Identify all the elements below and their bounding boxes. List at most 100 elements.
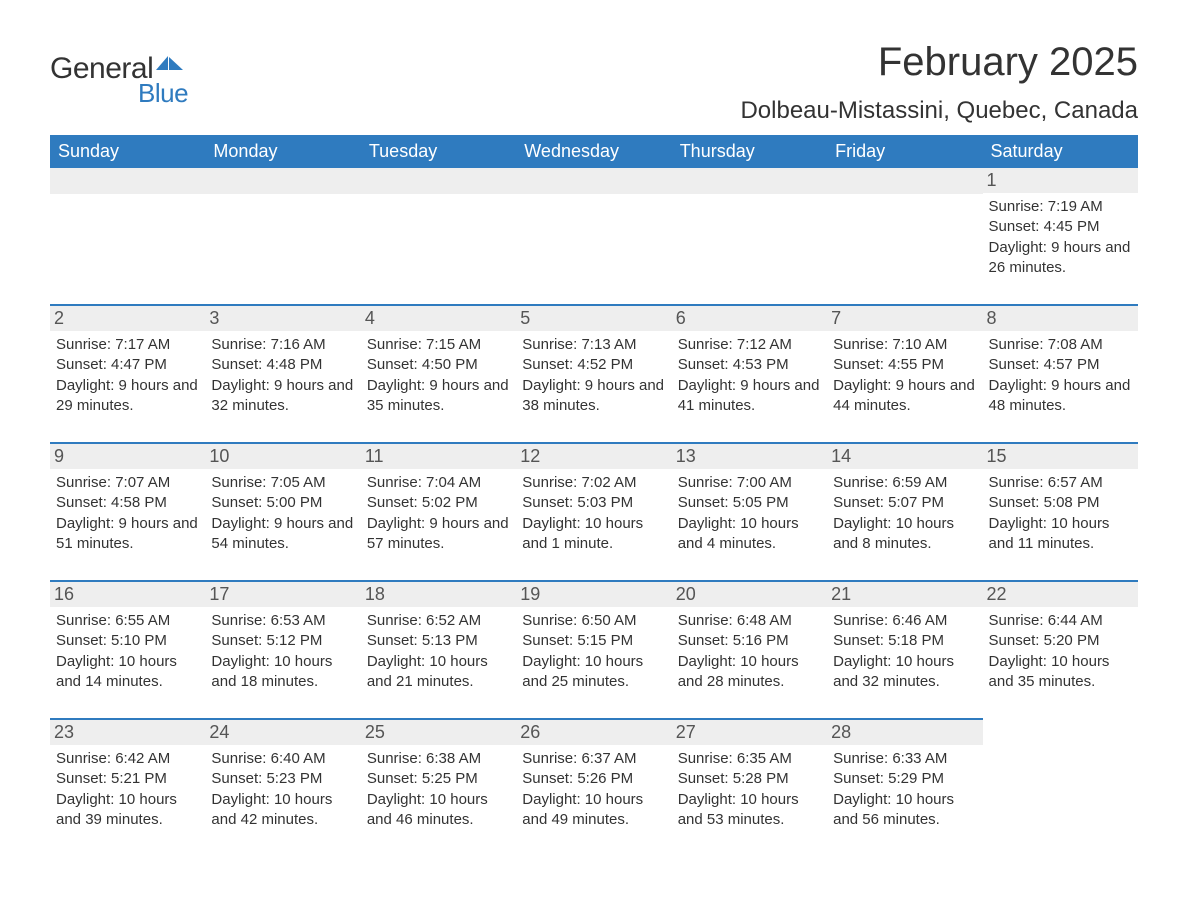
daylight-label: Daylight:	[211, 653, 269, 670]
calendar-day-cell: 5Sunrise: 7:13 AMSunset: 4:52 PMDaylight…	[516, 305, 671, 443]
sunset-label: Sunset:	[211, 770, 262, 787]
sunset-value: 5:28 PM	[733, 770, 789, 787]
sunset-value: 4:58 PM	[111, 494, 167, 511]
daylight-line: Daylight: 10 hours and 8 minutes.	[833, 514, 976, 555]
sunset-label: Sunset:	[989, 356, 1040, 373]
daylight-line: Daylight: 10 hours and 18 minutes.	[211, 652, 354, 693]
day-details: Sunrise: 7:05 AMSunset: 5:00 PMDaylight:…	[211, 473, 354, 554]
daylight-line: Daylight: 9 hours and 57 minutes.	[367, 514, 510, 555]
sunrise-value: 7:02 AM	[581, 474, 636, 491]
sunrise-value: 6:55 AM	[115, 612, 170, 629]
daylight-line: Daylight: 9 hours and 41 minutes.	[678, 376, 821, 417]
day-number: 16	[50, 582, 205, 607]
sunset-line: Sunset: 5:05 PM	[678, 493, 821, 513]
sunset-value: 5:20 PM	[1044, 632, 1100, 649]
daylight-label: Daylight:	[833, 653, 891, 670]
calendar-week-row: 1Sunrise: 7:19 AMSunset: 4:45 PMDaylight…	[50, 168, 1138, 305]
sunrise-line: Sunrise: 6:50 AM	[522, 611, 665, 631]
sunrise-value: 6:59 AM	[892, 474, 947, 491]
day-details: Sunrise: 6:52 AMSunset: 5:13 PMDaylight:…	[367, 611, 510, 692]
sunrise-value: 7:17 AM	[115, 336, 170, 353]
day-details: Sunrise: 7:04 AMSunset: 5:02 PMDaylight:…	[367, 473, 510, 554]
weekday-header: Wednesday	[516, 135, 671, 168]
day-number: 11	[361, 444, 516, 469]
weekday-header: Thursday	[672, 135, 827, 168]
sunrise-line: Sunrise: 7:17 AM	[56, 335, 199, 355]
calendar-day-cell	[361, 168, 516, 305]
daylight-label: Daylight:	[678, 515, 736, 532]
sunrise-line: Sunrise: 6:46 AM	[833, 611, 976, 631]
calendar-week-row: 16Sunrise: 6:55 AMSunset: 5:10 PMDayligh…	[50, 581, 1138, 719]
day-details: Sunrise: 6:57 AMSunset: 5:08 PMDaylight:…	[989, 473, 1132, 554]
day-number	[50, 168, 205, 194]
calendar-day-cell	[983, 719, 1138, 856]
logo: General Blue	[50, 52, 188, 109]
weekday-header: Monday	[205, 135, 360, 168]
calendar-header-row: SundayMondayTuesdayWednesdayThursdayFrid…	[50, 135, 1138, 168]
daylight-line: Daylight: 10 hours and 4 minutes.	[678, 514, 821, 555]
sunrise-value: 6:46 AM	[892, 612, 947, 629]
sunrise-line: Sunrise: 6:38 AM	[367, 749, 510, 769]
sunrise-label: Sunrise:	[211, 336, 266, 353]
sunset-line: Sunset: 4:48 PM	[211, 355, 354, 375]
sunset-value: 5:08 PM	[1044, 494, 1100, 511]
day-number: 17	[205, 582, 360, 607]
sunset-value: 5:02 PM	[422, 494, 478, 511]
sunset-value: 4:47 PM	[111, 356, 167, 373]
sunrise-line: Sunrise: 7:19 AM	[989, 197, 1132, 217]
sunrise-label: Sunrise:	[211, 612, 266, 629]
sunrise-line: Sunrise: 6:53 AM	[211, 611, 354, 631]
daylight-line: Daylight: 10 hours and 35 minutes.	[989, 652, 1132, 693]
sunset-line: Sunset: 5:03 PM	[522, 493, 665, 513]
sunset-label: Sunset:	[678, 494, 729, 511]
day-details: Sunrise: 6:35 AMSunset: 5:28 PMDaylight:…	[678, 749, 821, 830]
calendar-day-cell: 1Sunrise: 7:19 AMSunset: 4:45 PMDaylight…	[983, 168, 1138, 305]
logo-text-blue: Blue	[138, 78, 188, 109]
day-number: 22	[983, 582, 1138, 607]
sunset-line: Sunset: 4:47 PM	[56, 355, 199, 375]
daylight-line: Daylight: 9 hours and 44 minutes.	[833, 376, 976, 417]
sunset-line: Sunset: 5:29 PM	[833, 769, 976, 789]
location-subtitle: Dolbeau-Mistassini, Quebec, Canada	[740, 97, 1138, 125]
sunrise-line: Sunrise: 7:04 AM	[367, 473, 510, 493]
sunset-value: 4:48 PM	[266, 356, 322, 373]
day-details: Sunrise: 6:38 AMSunset: 5:25 PMDaylight:…	[367, 749, 510, 830]
calendar-day-cell: 24Sunrise: 6:40 AMSunset: 5:23 PMDayligh…	[205, 719, 360, 856]
day-number: 25	[361, 720, 516, 745]
sunset-line: Sunset: 5:16 PM	[678, 631, 821, 651]
day-details: Sunrise: 7:19 AMSunset: 4:45 PMDaylight:…	[989, 197, 1132, 278]
daylight-label: Daylight:	[989, 653, 1047, 670]
daylight-line: Daylight: 10 hours and 28 minutes.	[678, 652, 821, 693]
calendar-day-cell: 22Sunrise: 6:44 AMSunset: 5:20 PMDayligh…	[983, 581, 1138, 719]
sunset-label: Sunset:	[56, 356, 107, 373]
calendar-day-cell: 10Sunrise: 7:05 AMSunset: 5:00 PMDayligh…	[205, 443, 360, 581]
sunrise-line: Sunrise: 7:07 AM	[56, 473, 199, 493]
daylight-line: Daylight: 10 hours and 49 minutes.	[522, 790, 665, 831]
sunset-line: Sunset: 5:00 PM	[211, 493, 354, 513]
sunset-line: Sunset: 4:50 PM	[367, 355, 510, 375]
sunrise-value: 7:07 AM	[115, 474, 170, 491]
sunset-value: 4:52 PM	[577, 356, 633, 373]
sunrise-value: 6:33 AM	[892, 750, 947, 767]
day-number: 28	[827, 720, 982, 745]
sunset-label: Sunset:	[833, 356, 884, 373]
daylight-line: Daylight: 10 hours and 46 minutes.	[367, 790, 510, 831]
sunrise-line: Sunrise: 6:40 AM	[211, 749, 354, 769]
day-details: Sunrise: 7:10 AMSunset: 4:55 PMDaylight:…	[833, 335, 976, 416]
sunset-value: 5:15 PM	[577, 632, 633, 649]
sunrise-label: Sunrise:	[211, 750, 266, 767]
daylight-label: Daylight:	[522, 377, 580, 394]
sunset-value: 4:57 PM	[1044, 356, 1100, 373]
sunset-value: 5:03 PM	[577, 494, 633, 511]
daylight-line: Daylight: 9 hours and 35 minutes.	[367, 376, 510, 417]
sunrise-line: Sunrise: 6:48 AM	[678, 611, 821, 631]
calendar-day-cell: 21Sunrise: 6:46 AMSunset: 5:18 PMDayligh…	[827, 581, 982, 719]
sunrise-line: Sunrise: 6:37 AM	[522, 749, 665, 769]
sunrise-label: Sunrise:	[989, 336, 1044, 353]
sunset-value: 5:18 PM	[888, 632, 944, 649]
sunset-label: Sunset:	[522, 770, 573, 787]
sunset-label: Sunset:	[989, 632, 1040, 649]
sunset-line: Sunset: 5:21 PM	[56, 769, 199, 789]
daylight-label: Daylight:	[367, 377, 425, 394]
sunset-line: Sunset: 5:02 PM	[367, 493, 510, 513]
